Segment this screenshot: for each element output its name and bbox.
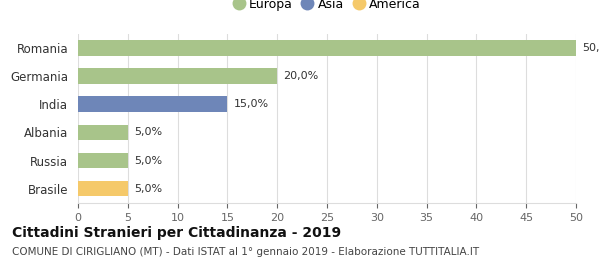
Text: 5,0%: 5,0% <box>134 184 162 194</box>
Bar <box>78 181 128 197</box>
Bar <box>78 68 277 84</box>
Text: 50,0%: 50,0% <box>582 43 600 53</box>
Text: 5,0%: 5,0% <box>134 155 162 166</box>
Bar <box>78 125 128 140</box>
Text: 15,0%: 15,0% <box>233 99 269 109</box>
Text: 20,0%: 20,0% <box>283 71 319 81</box>
Bar <box>78 40 576 56</box>
Bar <box>78 96 227 112</box>
Text: Cittadini Stranieri per Cittadinanza - 2019: Cittadini Stranieri per Cittadinanza - 2… <box>12 226 341 240</box>
Bar <box>78 153 128 168</box>
Legend: Europa, Asia, America: Europa, Asia, America <box>229 0 425 16</box>
Text: COMUNE DI CIRIGLIANO (MT) - Dati ISTAT al 1° gennaio 2019 - Elaborazione TUTTITA: COMUNE DI CIRIGLIANO (MT) - Dati ISTAT a… <box>12 247 479 257</box>
Text: 5,0%: 5,0% <box>134 127 162 137</box>
